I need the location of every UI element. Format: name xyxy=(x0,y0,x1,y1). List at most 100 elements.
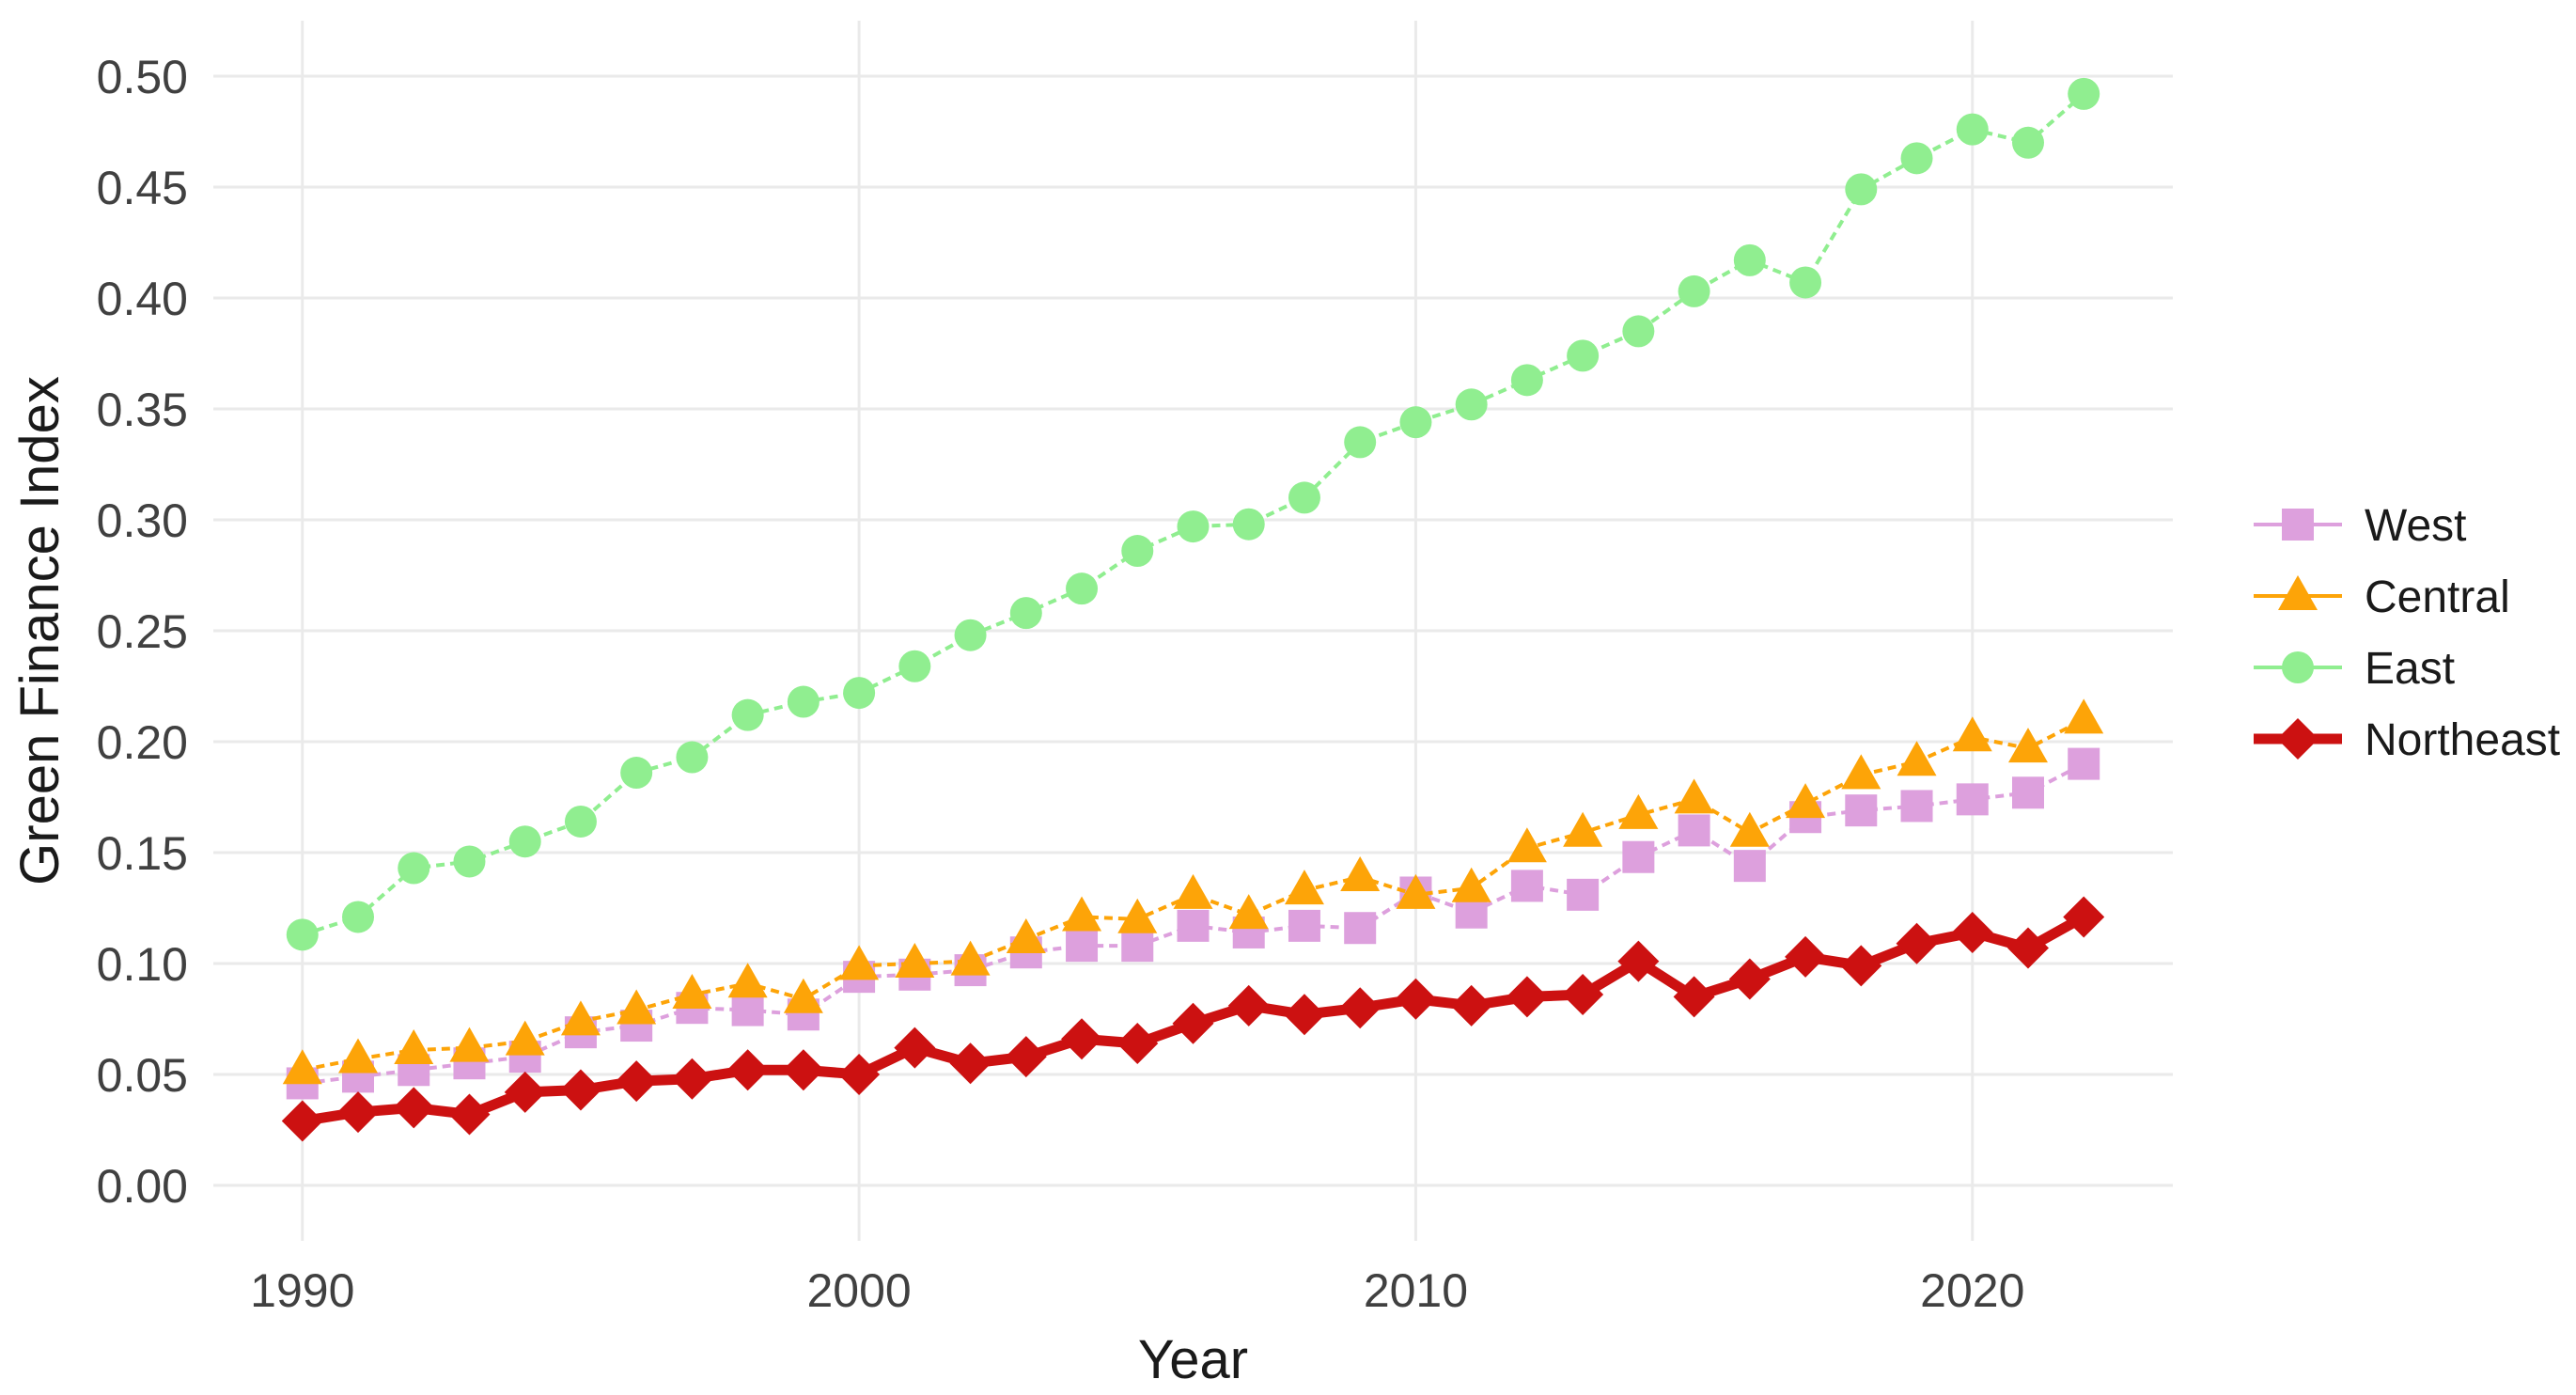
data-point-circle xyxy=(1900,142,1933,175)
data-point-circle xyxy=(1344,426,1377,459)
y-tick-label: 0.15 xyxy=(97,827,188,880)
y-tick-label: 0.35 xyxy=(97,384,188,436)
data-point-circle xyxy=(508,825,541,858)
data-point-circle xyxy=(898,650,931,682)
x-axis-tick-labels: 1990 2000 2010 2020 xyxy=(250,1264,2024,1317)
data-point-triangle xyxy=(282,1049,322,1085)
data-point-diamond xyxy=(1951,911,1993,953)
y-tick-label: 0.00 xyxy=(97,1160,188,1213)
data-point-triangle xyxy=(1897,741,1937,776)
data-point-triangle xyxy=(338,1038,379,1074)
x-tick-label: 2020 xyxy=(1920,1264,2024,1317)
series-west xyxy=(286,747,2100,1100)
data-point-circle xyxy=(1177,510,1210,543)
series-line xyxy=(302,717,2085,1073)
gridlines xyxy=(213,21,2173,1241)
data-point-diamond xyxy=(1673,976,1715,1018)
data-point-square xyxy=(1288,909,1320,942)
data-point-diamond xyxy=(1339,987,1382,1029)
legend-item-central: Central xyxy=(2254,572,2510,622)
data-point-triangle xyxy=(1228,894,1269,930)
data-point-circle xyxy=(1066,572,1099,605)
data-point-triangle xyxy=(505,1020,545,1056)
data-point-triangle xyxy=(672,974,712,1010)
legend-label: Central xyxy=(2365,572,2510,622)
data-point-diamond xyxy=(2006,927,2049,969)
data-point-triangle xyxy=(1729,811,1770,847)
data-point-triangle xyxy=(394,1029,434,1065)
data-point-circle xyxy=(1789,266,1822,299)
data-point-circle xyxy=(1956,113,1989,146)
data-point-circle xyxy=(731,698,764,731)
data-point-triangle xyxy=(1674,778,1714,814)
data-point-circle xyxy=(2282,651,2314,683)
data-point-diamond xyxy=(1172,1002,1214,1044)
data-point-diamond xyxy=(448,1093,491,1136)
data-point-diamond xyxy=(894,1027,936,1069)
data-point-triangle xyxy=(2007,728,2048,763)
data-point-circle xyxy=(453,845,486,878)
data-point-triangle xyxy=(1841,754,1881,790)
data-point-circle xyxy=(1567,339,1600,372)
data-point-circle xyxy=(1510,364,1543,397)
data-point-square xyxy=(1900,790,1933,823)
data-point-circle xyxy=(1288,481,1320,514)
data-point-diamond xyxy=(393,1087,435,1129)
data-point-triangle xyxy=(449,1027,490,1062)
data-point-circle xyxy=(1622,315,1655,348)
data-point-circle xyxy=(564,805,597,838)
data-point-diamond xyxy=(616,1060,658,1103)
legend-item-east: East xyxy=(2254,644,2455,694)
data-point-triangle xyxy=(727,963,768,998)
data-point-diamond xyxy=(671,1058,713,1100)
data-point-diamond xyxy=(1005,1036,1047,1078)
data-point-triangle xyxy=(1396,873,1436,909)
data-point-square xyxy=(2068,747,2100,780)
data-point-diamond xyxy=(1840,945,1882,987)
data-point-triangle xyxy=(1062,896,1102,932)
data-point-circle xyxy=(1232,508,1265,541)
data-point-square xyxy=(1678,814,1710,847)
data-point-square xyxy=(2011,776,2044,809)
data-point-diamond xyxy=(1617,940,1660,982)
y-axis-tick-labels: 0.00 0.05 0.10 0.15 0.20 0.25 0.30 0.35 0.40 0.45… xyxy=(97,51,188,1213)
data-point-triangle xyxy=(1117,898,1158,933)
legend-item-northeast: Northeast xyxy=(2254,715,2560,765)
series-central xyxy=(282,698,2104,1085)
data-point-circle xyxy=(1399,406,1432,439)
y-tick-label: 0.30 xyxy=(97,494,188,547)
y-tick-label: 0.20 xyxy=(97,716,188,769)
data-point-diamond xyxy=(1061,1018,1103,1060)
y-tick-label: 0.25 xyxy=(97,605,188,658)
series-northeast xyxy=(281,896,2105,1142)
data-point-diamond xyxy=(337,1091,380,1134)
data-point-triangle xyxy=(1507,827,1547,863)
data-point-circle xyxy=(398,852,430,885)
series-line xyxy=(302,92,2085,937)
legend-label: East xyxy=(2365,644,2455,694)
data-point-diamond xyxy=(1116,1022,1159,1064)
x-tick-label: 1990 xyxy=(250,1264,354,1317)
data-point-triangle xyxy=(783,978,823,1013)
data-point-diamond xyxy=(1562,974,1604,1016)
data-point-diamond xyxy=(782,1049,824,1091)
data-point-triangle xyxy=(895,943,935,978)
data-point-circle xyxy=(676,741,709,774)
data-point-triangle xyxy=(1451,867,1491,902)
data-point-triangle xyxy=(617,989,657,1025)
data-point-triangle xyxy=(1173,873,1213,909)
data-point-diamond xyxy=(1896,922,1938,964)
data-point-diamond xyxy=(1785,935,1827,978)
series-east xyxy=(286,77,2100,951)
legend: West Central East Northeast xyxy=(2254,501,2560,765)
data-point-circle xyxy=(843,677,876,710)
data-point-square xyxy=(1510,870,1543,902)
y-tick-label: 0.50 xyxy=(97,51,188,103)
data-point-square xyxy=(1066,930,1099,963)
data-point-circle xyxy=(954,619,987,651)
data-point-triangle xyxy=(2278,575,2318,610)
data-point-diamond xyxy=(1283,994,1325,1036)
data-point-triangle xyxy=(1563,811,1603,847)
data-point-square xyxy=(1956,783,1989,816)
